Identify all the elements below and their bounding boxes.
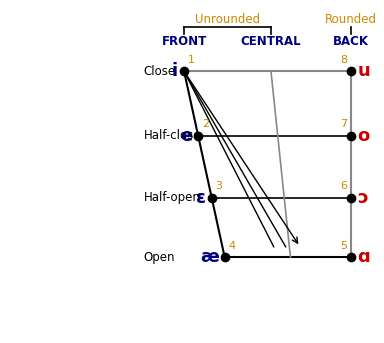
Text: e: e — [180, 127, 192, 145]
Text: 4: 4 — [228, 241, 235, 251]
Text: 5: 5 — [341, 241, 348, 251]
Text: Close: Close — [144, 65, 175, 78]
Text: 1: 1 — [188, 55, 195, 65]
Text: 7: 7 — [341, 119, 348, 129]
Text: 8: 8 — [341, 55, 348, 65]
Text: Half-close: Half-close — [144, 129, 201, 142]
Text: i: i — [172, 62, 178, 80]
Text: CENTRAL: CENTRAL — [241, 35, 301, 48]
Text: o: o — [357, 127, 369, 145]
Text: BACK: BACK — [333, 35, 369, 48]
Text: 2: 2 — [202, 119, 209, 129]
Text: Half-open: Half-open — [144, 191, 200, 204]
Text: ɔ: ɔ — [357, 189, 368, 207]
Text: 6: 6 — [341, 181, 348, 191]
Text: ɑ: ɑ — [357, 248, 370, 266]
Text: Unrounded: Unrounded — [195, 13, 260, 26]
Text: Open: Open — [144, 251, 175, 264]
Text: ε: ε — [195, 189, 206, 207]
Text: u: u — [357, 62, 370, 80]
Text: FRONT: FRONT — [161, 35, 207, 48]
Text: æ: æ — [200, 248, 219, 266]
Text: 3: 3 — [215, 181, 222, 191]
Text: Rounded: Rounded — [325, 13, 377, 26]
